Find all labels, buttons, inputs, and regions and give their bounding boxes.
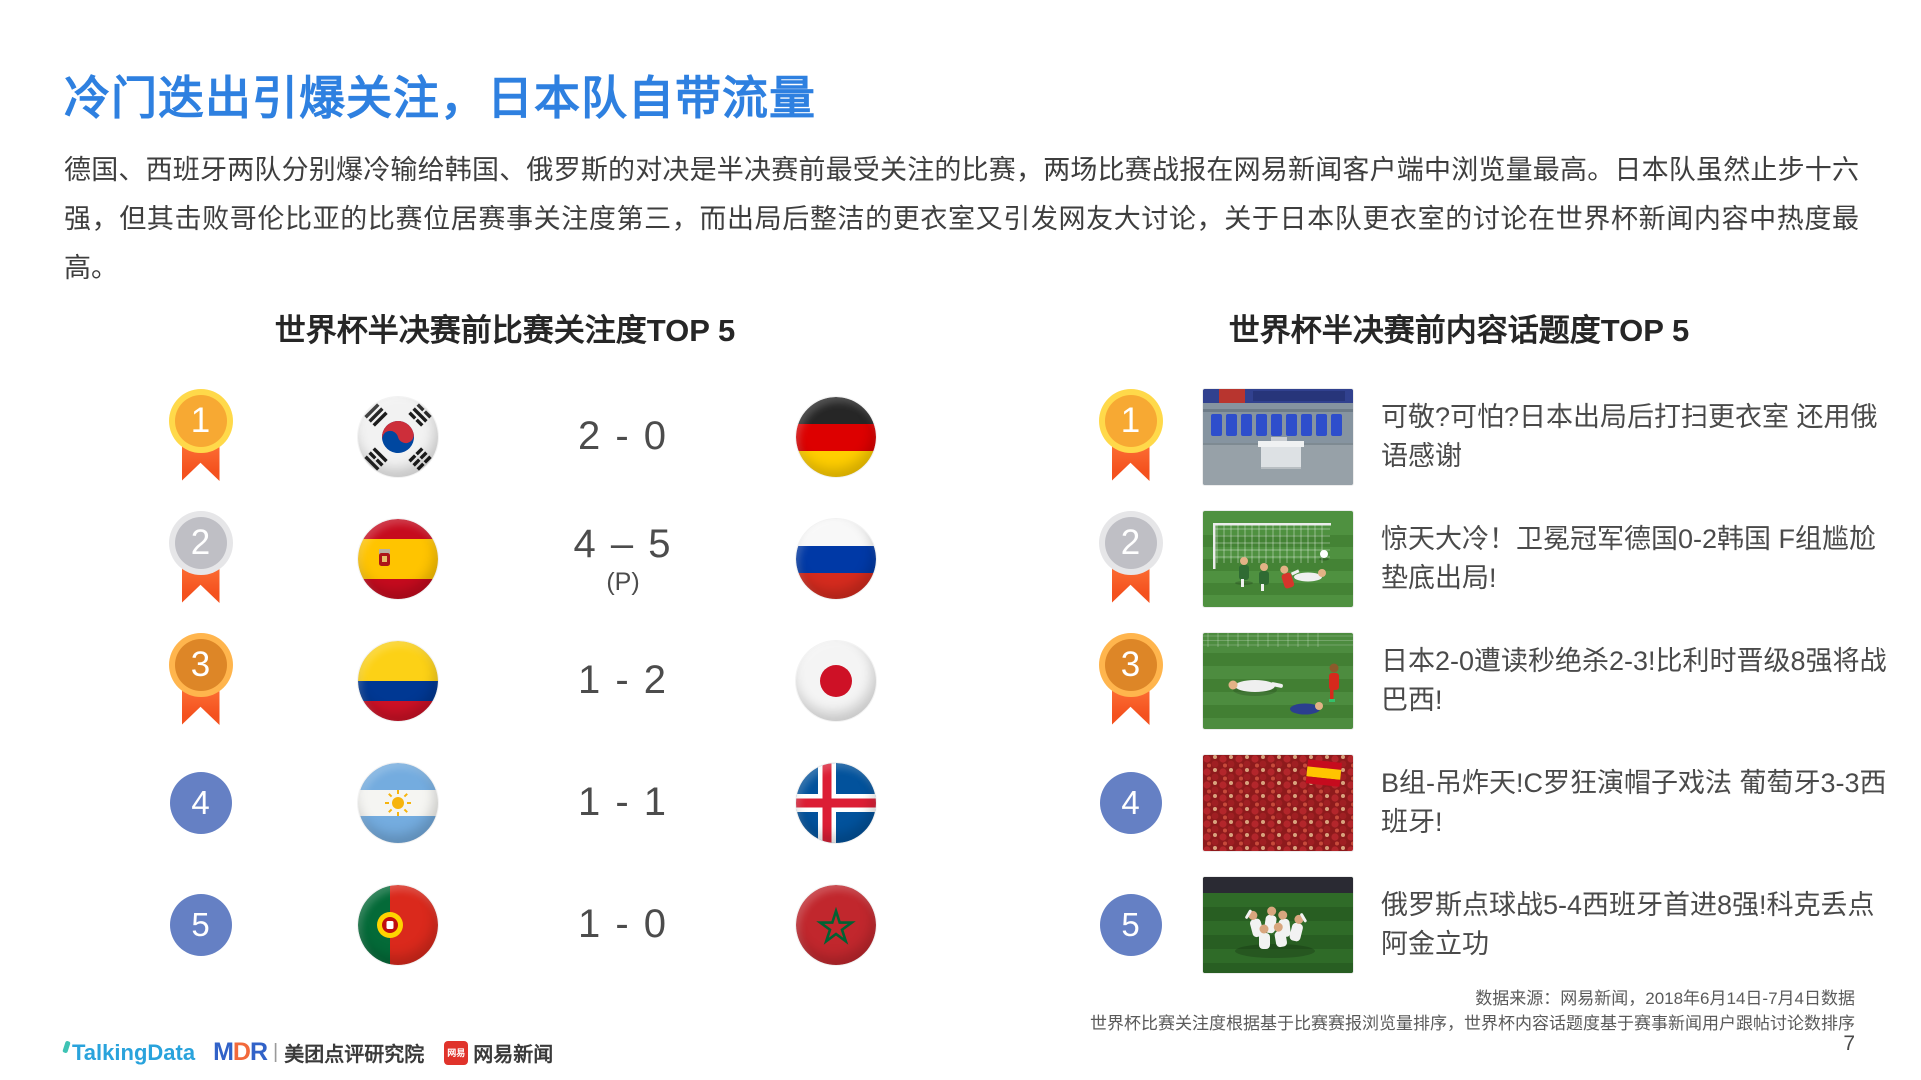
flag-colombia <box>358 641 438 721</box>
talkingdata-tick-icon <box>62 1040 71 1053</box>
article-ranking-list: 1 <box>1058 376 1899 986</box>
match-row-5: 5 1 - 0 <box>128 864 948 986</box>
page-title: 冷门迭出引爆关注，日本队自带流量 <box>64 72 816 124</box>
match-row-3: 3 1 - 2 <box>128 620 948 742</box>
article-row-2: 2 <box>1058 498 1899 620</box>
bronze-medal-icon: 3 <box>168 633 233 729</box>
meituan-research-logo: 美团点评研究院 <box>284 1044 425 1066</box>
flag-russia <box>795 519 876 599</box>
silver-medal-icon: 2 <box>1098 511 1163 607</box>
match-score: 2 - 0 <box>577 414 669 458</box>
article-thumbnail-goal-scene <box>1203 511 1353 607</box>
article-headline: 可敬?可怕?日本出局后打扫更衣室 还用俄语感谢 <box>1381 402 1878 471</box>
article-row-4: 4 <box>1058 742 1899 864</box>
match-score: 1 - 0 <box>577 902 669 946</box>
article-thumbnail-team-celebration <box>1203 877 1353 973</box>
match-score: 4 – 5 <box>573 521 673 566</box>
data-source-notes: 数据来源：网易新闻，2018年6月14日-7月4日数据 世界杯比赛关注度根据基于… <box>1090 986 1855 1036</box>
match-ranking-list: 1 <box>128 376 948 986</box>
silver-medal-icon: 2 <box>168 511 233 607</box>
logo-divider: | <box>273 1041 279 1063</box>
source-line-2: 世界杯比赛关注度根据基于比赛赛报浏览量排序，世界杯内容话题度基于赛事新闻用户跟帖… <box>1090 1014 1855 1033</box>
article-thumbnail-red-crowd <box>1203 755 1353 851</box>
article-row-1: 1 <box>1058 376 1899 498</box>
rank-circle-icon: 4 <box>1099 772 1162 834</box>
left-panel-title: 世界杯半决赛前比赛关注度TOP 5 <box>274 313 736 348</box>
rank-circle-icon: 5 <box>169 894 232 956</box>
match-score: 1 - 1 <box>577 780 669 824</box>
page-number: 7 <box>1843 1032 1855 1055</box>
talkingdata-logo: TalkingData <box>62 1040 195 1066</box>
rank-circle-icon: 4 <box>169 772 232 834</box>
gold-medal-icon: 1 <box>1098 389 1163 485</box>
match-score: 1 - 2 <box>577 658 669 702</box>
source-line-1: 数据来源：网易新闻，2018年6月14日-7月4日数据 <box>1475 989 1855 1008</box>
article-headline: 俄罗斯点球战5-4西班牙首进8强!科克丢点阿金立功 <box>1381 890 1875 959</box>
article-row-3: 3 <box>1058 620 1899 742</box>
rank-number: 1 <box>1120 401 1141 440</box>
match-row-1: 1 <box>128 376 948 498</box>
rank-number: 3 <box>1120 645 1141 684</box>
flag-south-korea <box>358 397 438 477</box>
mdr-logo: MDR <box>213 1038 268 1066</box>
match-row-2: 2 4 – 5 (P) <box>128 498 948 620</box>
flag-germany <box>795 397 876 477</box>
rank-circle-icon: 5 <box>1099 894 1162 956</box>
article-headline: 日本2-0遭读秒绝杀2-3!比利时晋级8强将战巴西! <box>1381 646 1887 715</box>
bronze-medal-icon: 3 <box>1098 633 1163 729</box>
intro-paragraph: 德国、西班牙两队分别爆冷输给韩国、俄罗斯的对决是半决赛前最受关注的比赛，两场比赛… <box>64 155 1859 283</box>
rank-number: 3 <box>190 645 211 684</box>
gold-medal-icon: 1 <box>168 389 233 485</box>
article-thumbnail-players-on-pitch <box>1203 633 1353 729</box>
flag-spain <box>358 519 438 599</box>
score-note: (P) <box>606 567 640 596</box>
flag-iceland <box>795 763 876 843</box>
flag-morocco <box>795 885 876 965</box>
article-headline: B组-吊炸天!C罗狂演帽子戏法 葡萄牙3-3西班牙! <box>1381 768 1887 837</box>
rank-number: 2 <box>1120 523 1141 562</box>
article-thumbnail-locker-room <box>1203 389 1353 485</box>
right-panel-title: 世界杯半决赛前内容话题度TOP 5 <box>1228 313 1690 348</box>
flag-japan <box>795 641 876 721</box>
rank-number: 1 <box>190 401 211 440</box>
article-headline: 惊天大冷！卫冕冠军德国0-2韩国 F组尴尬垫底出局! <box>1381 524 1877 593</box>
footer-logo-bar: TalkingData MDR | 美团点评研究院 网易 网易新闻 <box>62 1038 554 1067</box>
flag-portugal <box>358 885 438 965</box>
netease-news-logo: 网易新闻 <box>473 1044 554 1066</box>
match-row-4: 4 1 - 1 <box>128 742 948 864</box>
rank-number: 2 <box>190 523 211 562</box>
netease-app-icon: 网易 <box>444 1040 469 1065</box>
article-row-5: 5 俄罗斯点球战5-4西班牙首进8强!科克丢点阿金 <box>1058 864 1899 986</box>
flag-argentina <box>358 763 438 843</box>
